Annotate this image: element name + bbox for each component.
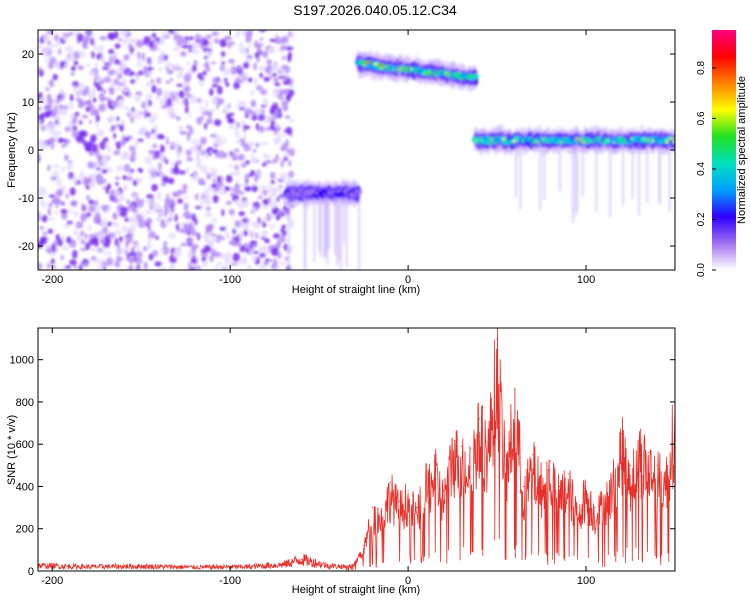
snr-data-point	[371, 507, 374, 509]
snr-data-point	[647, 452, 649, 454]
colorbar-label: Normalized spectral amplitude	[736, 76, 748, 224]
snr-data-point	[549, 460, 552, 462]
y-tick-label: -10	[18, 193, 34, 205]
snr-data-point	[309, 560, 311, 563]
figure-title: S197.2026.040.05.12.C34	[293, 2, 457, 18]
snr-panel: -200 -100 0 100 0 200 400 600 800 1000 Height of…	[6, 327, 676, 596]
snr-data-point	[567, 473, 569, 475]
colorbar-tick-label: 0.4	[696, 162, 707, 176]
x-tick-label: 100	[577, 274, 595, 286]
y-tick-label: 800	[16, 397, 34, 409]
snr-data-point	[541, 475, 543, 477]
y-tick-label: 600	[16, 439, 34, 451]
colorbar-gradient	[712, 30, 736, 270]
y-tick-label: 20	[22, 49, 34, 61]
y-tick-label: -20	[18, 241, 34, 253]
snr-data-point	[523, 485, 525, 488]
snr-data-point	[629, 464, 632, 466]
x-tick-label: -200	[41, 274, 63, 286]
colorbar-tick-label: 0.6	[696, 111, 707, 125]
snr-data-point	[532, 454, 534, 456]
snr-data-point	[665, 469, 667, 471]
snr-x-ticks: -200 -100 0 100	[41, 328, 595, 587]
spectrogram-image	[38, 30, 675, 270]
snr-data-point	[452, 439, 454, 441]
snr-data-point	[612, 475, 614, 477]
y-tick-label: 400	[16, 481, 34, 493]
snr-data-point	[514, 388, 516, 390]
snr-data-point	[443, 490, 445, 492]
colorbar-ticks: 0.0 0.2 0.4 0.6 0.8	[696, 61, 716, 277]
snr-data-point	[505, 464, 507, 466]
snr-data-point	[576, 507, 578, 509]
snr-data-point	[585, 481, 587, 483]
snr-data-point	[460, 445, 463, 447]
snr-data-points	[38, 338, 675, 568]
snr-data-point	[603, 494, 605, 496]
snr-plot-area	[38, 328, 675, 571]
y-tick-label: 1000	[10, 355, 34, 367]
snr-data-point	[87, 566, 89, 568]
snr-frame	[37, 327, 676, 572]
snr-data-point	[487, 435, 489, 437]
snr-y-ticks: 0 200 400 600 800 1000	[10, 355, 675, 578]
snr-data-point	[300, 558, 302, 561]
snr-data-point	[469, 447, 471, 449]
snr-data-point	[638, 437, 641, 439]
snr-data-point	[416, 507, 418, 509]
x-tick-label: -100	[219, 274, 241, 286]
y-tick-label: 200	[16, 524, 34, 536]
y-tick-label: 10	[22, 97, 34, 109]
x-tick-label: 100	[577, 575, 595, 587]
snr-data-point	[194, 566, 196, 568]
snr-data-point	[140, 565, 142, 568]
snr-x-axis-label: Height of straight line (km)	[292, 584, 420, 596]
snr-data-point	[434, 460, 436, 462]
snr-data-point	[425, 477, 427, 479]
colorbar-tick-label: 0.2	[696, 212, 707, 226]
snr-data-point	[407, 490, 409, 492]
snr-data-point	[656, 464, 658, 466]
x-tick-label: -200	[41, 575, 63, 587]
snr-data-point	[594, 507, 596, 509]
colorbar-tick-label: 0.8	[696, 61, 707, 75]
spectrogram-y-ticks: -20 -10 0 10 20	[18, 49, 675, 253]
snr-series-line	[38, 328, 675, 571]
snr-data-point	[380, 511, 382, 513]
colorbar: 0.0 0.2 0.4 0.6 0.8 Normalized spectral ampl…	[696, 30, 748, 277]
snr-data-point	[558, 485, 560, 488]
colorbar-tick-label: 0.0	[696, 263, 707, 277]
y-tick-label: 0	[28, 145, 34, 157]
spectrogram-y-axis-label: Frequency (Hz)	[6, 112, 18, 188]
snr-data-point	[478, 418, 480, 420]
snr-data-point	[363, 545, 365, 547]
spectrogram-x-axis-label: Height of straight line (km)	[292, 284, 420, 296]
snr-data-point	[389, 481, 391, 483]
snr-data-point	[398, 500, 400, 502]
x-tick-label: 0	[405, 274, 411, 286]
snr-data-point	[621, 433, 623, 435]
snr-data-point	[496, 338, 498, 340]
y-tick-label: 0	[28, 566, 34, 578]
spectrogram-x-ticks: -200 -100 0 100	[41, 30, 595, 286]
x-tick-label: -100	[219, 575, 241, 587]
snr-data-point	[327, 565, 329, 567]
snr-data-point	[345, 566, 347, 568]
snr-data-point	[282, 564, 285, 566]
snr-data-point	[354, 561, 356, 564]
x-tick-label: 0	[405, 575, 411, 587]
snr-data-point	[247, 566, 249, 568]
snr-y-axis-label: SNR (10 * v/v)	[6, 415, 18, 485]
